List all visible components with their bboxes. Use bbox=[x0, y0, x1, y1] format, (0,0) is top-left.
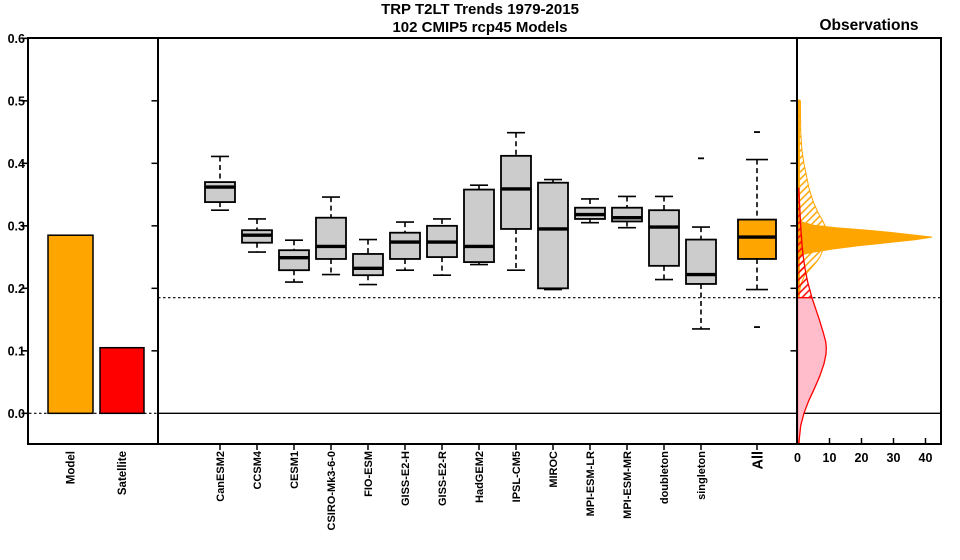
bar-panel: 0.0 0.1 0.2 0.3 0.4 0.5 0.6 Model Satellite bbox=[8, 32, 157, 495]
box bbox=[315, 216, 347, 260]
observations-title: Observations bbox=[819, 17, 919, 34]
boxplot-CESM1: CESM1 bbox=[278, 239, 310, 489]
boxplot-MPI-ESM-MR: MPI-ESM-MR bbox=[611, 195, 643, 519]
satellite-bar bbox=[99, 346, 145, 415]
y-axis-tick-label: 0.5 bbox=[8, 94, 25, 108]
box bbox=[537, 181, 569, 290]
model-label-GISS-E2-H: GISS-E2-H bbox=[400, 451, 412, 506]
box bbox=[463, 188, 495, 263]
model-label-MIROC: MIROC bbox=[548, 451, 560, 488]
model-label-CSIRO-Mk3-6-0: CSIRO-Mk3-6-0 bbox=[326, 451, 338, 530]
box bbox=[737, 218, 777, 260]
satellite-density-lower bbox=[796, 297, 827, 444]
y-axis-tick-label: 0.1 bbox=[8, 344, 25, 358]
boxplot-panel: CanESM2 CCSM4 CESM1 CSIRO-Mk3-6-0 FIO-ESM GIS… bbox=[151, 100, 941, 530]
model-label-FIO-ESM: FIO-ESM bbox=[363, 451, 375, 497]
box bbox=[389, 231, 421, 260]
bar-label-satellite: Satellite bbox=[117, 451, 129, 495]
model-label-All: All bbox=[751, 451, 767, 470]
boxplot-MIROC: MIROC bbox=[537, 178, 569, 488]
density-panel: 0 10 20 30 40 bbox=[794, 99, 933, 465]
box bbox=[500, 154, 532, 230]
model-label-MPI-ESM-LR: MPI-ESM-LR bbox=[585, 451, 597, 516]
model-label-singleton: singleton bbox=[696, 451, 708, 500]
boxplot-GISS-E2-R: GISS-E2-R bbox=[426, 218, 458, 506]
density-x-label: 40 bbox=[919, 451, 933, 465]
bar-label-model: Model bbox=[66, 451, 78, 484]
model-label-MPI-ESM-MR: MPI-ESM-MR bbox=[622, 451, 634, 519]
box bbox=[648, 209, 680, 267]
chart-title: TRP T2LT Trends 1979-2015 102 CMIP5 rcp4… bbox=[160, 1, 800, 37]
y-axis-tick-label: 0.3 bbox=[8, 219, 25, 233]
model-bar bbox=[47, 234, 94, 415]
boxplot-HadGEM2: HadGEM2 bbox=[463, 184, 495, 503]
right-panel-border bbox=[796, 37, 942, 445]
model-label-CCSM4: CCSM4 bbox=[252, 450, 264, 489]
boxplot-doubleton: doubleton bbox=[648, 195, 680, 504]
box bbox=[278, 249, 310, 272]
y-axis-tick-label: 0.6 bbox=[8, 32, 25, 46]
model-label-IPSL-CM5: IPSL-CM5 bbox=[511, 451, 523, 502]
model-label-CanESM2: CanESM2 bbox=[215, 451, 227, 502]
y-axis-tick-label: 0.2 bbox=[8, 282, 25, 296]
model-label-doubleton: doubleton bbox=[659, 451, 671, 504]
box bbox=[352, 253, 384, 277]
density-x-label: 30 bbox=[887, 451, 901, 465]
boxplot-MPI-ESM-LR: MPI-ESM-LR bbox=[574, 198, 606, 516]
model-label-GISS-E2-R: GISS-E2-R bbox=[437, 451, 449, 506]
density-x-label: 20 bbox=[855, 451, 869, 465]
box bbox=[685, 238, 717, 285]
boxplot-GISS-E2-H: GISS-E2-H bbox=[389, 221, 421, 506]
boxplot-singleton: singleton bbox=[685, 157, 717, 500]
boxplot-FIO-ESM: FIO-ESM bbox=[352, 238, 384, 497]
model-label-CESM1: CESM1 bbox=[289, 451, 301, 489]
chart-title-line1: TRP T2LT Trends 1979-2015 bbox=[381, 1, 579, 18]
y-axis-tick-label: 0.0 bbox=[8, 407, 25, 421]
box bbox=[204, 181, 236, 203]
boxplot-IPSL-CM5: IPSL-CM5 bbox=[500, 131, 532, 502]
model-label-HadGEM2: HadGEM2 bbox=[474, 451, 486, 503]
y-axis-tick-label: 0.4 bbox=[8, 157, 25, 171]
boxplot-CSIRO-Mk3-6-0: CSIRO-Mk3-6-0 bbox=[315, 196, 347, 530]
density-x-label: 0 bbox=[794, 451, 801, 465]
density-x-label: 10 bbox=[823, 451, 837, 465]
boxplot-All: All bbox=[737, 131, 777, 470]
chart-title-line2: 102 CMIP5 rcp45 Models bbox=[392, 19, 568, 36]
